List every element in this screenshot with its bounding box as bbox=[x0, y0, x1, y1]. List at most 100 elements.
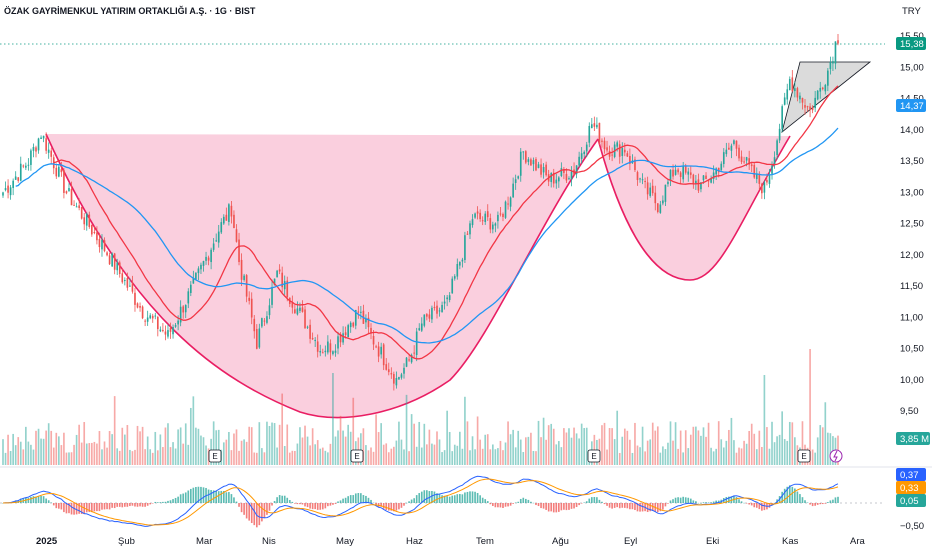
macd-histogram-bar bbox=[603, 503, 606, 505]
volume-bar bbox=[27, 441, 30, 465]
macd-histogram-bar bbox=[781, 491, 783, 503]
candle bbox=[443, 301, 446, 304]
volume-bar bbox=[722, 447, 725, 465]
volume-bar bbox=[30, 444, 32, 465]
time-tick: Ağu bbox=[552, 536, 569, 547]
macd-histogram-bar bbox=[796, 491, 799, 503]
volume-bar bbox=[144, 449, 146, 465]
candle bbox=[339, 333, 342, 343]
candle bbox=[217, 231, 220, 243]
volume-bar bbox=[299, 427, 301, 465]
macd-histogram-bar bbox=[557, 503, 560, 512]
candle bbox=[684, 165, 687, 173]
volume-bar bbox=[715, 448, 718, 465]
volume-bar bbox=[585, 427, 588, 465]
macd-histogram-bar bbox=[453, 495, 456, 503]
macd-histogram-bar bbox=[243, 503, 245, 515]
macd-histogram-bar bbox=[712, 501, 715, 503]
volume-bar bbox=[98, 431, 101, 465]
volume-bar bbox=[306, 436, 309, 465]
volume-bar bbox=[400, 439, 403, 465]
alert-icon[interactable] bbox=[829, 449, 843, 463]
macd-histogram-bar bbox=[626, 503, 629, 509]
macd-histogram-bar bbox=[365, 495, 367, 503]
earnings-marker-1[interactable]: E bbox=[208, 449, 222, 463]
volume-bar bbox=[634, 422, 636, 465]
candle bbox=[156, 316, 159, 330]
volume-bar bbox=[621, 436, 624, 465]
candle bbox=[215, 240, 218, 242]
candle bbox=[139, 305, 141, 308]
volume-bar bbox=[329, 443, 332, 465]
macd-histogram-bar bbox=[387, 503, 390, 511]
earnings-marker-3[interactable]: E bbox=[587, 449, 601, 463]
candle bbox=[570, 171, 573, 179]
volume-bar bbox=[474, 449, 476, 465]
volume-bar bbox=[238, 450, 240, 465]
candle bbox=[413, 352, 415, 354]
volume-bar bbox=[106, 447, 108, 465]
macd-histogram-bar bbox=[316, 503, 319, 510]
macd-histogram-bar bbox=[821, 503, 824, 505]
macd-histogram-bar bbox=[590, 497, 593, 503]
earnings-marker-2[interactable]: E bbox=[350, 449, 364, 463]
macd-histogram-bar bbox=[233, 497, 235, 503]
candle bbox=[598, 122, 601, 143]
candle bbox=[489, 218, 492, 230]
candle bbox=[126, 277, 129, 288]
macd-histogram-bar bbox=[248, 503, 251, 521]
macd-histogram-bar bbox=[235, 501, 238, 503]
macd-histogram-bar bbox=[47, 500, 50, 503]
macd-histogram-bar bbox=[228, 492, 230, 503]
volume-bar bbox=[304, 425, 306, 465]
macd-histogram-bar bbox=[195, 486, 197, 503]
volume-bar bbox=[55, 432, 58, 465]
macd-histogram-bar bbox=[134, 503, 136, 507]
candle bbox=[525, 151, 527, 163]
volume-bar bbox=[426, 444, 428, 465]
volume-bar bbox=[773, 442, 776, 465]
price-tick: 11,00 bbox=[900, 312, 923, 323]
volume-bar bbox=[103, 441, 106, 465]
macd-histogram-bar bbox=[461, 494, 464, 503]
time-axis[interactable]: 2025 Şub Mar Nis May Haz Tem Ağu Eyl Eki… bbox=[36, 536, 866, 547]
macd-histogram-bar bbox=[547, 503, 550, 512]
macd-histogram-bar bbox=[96, 503, 98, 512]
candle bbox=[474, 213, 476, 218]
candle bbox=[669, 169, 672, 181]
macd-histogram-bar bbox=[806, 502, 809, 504]
volume-bar bbox=[19, 441, 22, 465]
price-tick: 13,00 bbox=[900, 187, 924, 198]
volume-bar bbox=[212, 421, 215, 465]
macd-histogram-bar bbox=[816, 503, 819, 505]
volume-bar bbox=[228, 432, 230, 465]
volume-bar bbox=[811, 449, 814, 465]
candle bbox=[542, 166, 545, 173]
volume-bar bbox=[479, 439, 481, 465]
volume-bar bbox=[781, 411, 783, 465]
volume-bar bbox=[382, 444, 385, 465]
volume-bar bbox=[321, 447, 324, 465]
candle bbox=[702, 175, 705, 181]
macd-histogram-bar bbox=[768, 503, 771, 508]
candle bbox=[438, 310, 441, 312]
volume-bar bbox=[662, 446, 664, 465]
volume-bar bbox=[116, 448, 119, 465]
candle bbox=[172, 327, 174, 335]
macd-histogram-bar bbox=[283, 495, 286, 503]
volume-bar bbox=[410, 414, 413, 465]
macd-histogram-bar bbox=[824, 503, 827, 504]
macd-histogram-bar bbox=[35, 496, 37, 503]
candle bbox=[788, 79, 791, 91]
earnings-marker-4[interactable]: E bbox=[797, 449, 811, 463]
volume-bar bbox=[131, 451, 134, 465]
volume-bar bbox=[755, 449, 758, 465]
macd-histogram-bar bbox=[113, 503, 116, 509]
macd-histogram-bar bbox=[42, 496, 45, 503]
volume-bar bbox=[367, 450, 370, 465]
macd-histogram-bar bbox=[63, 503, 65, 513]
macd-histogram-bar bbox=[692, 500, 695, 503]
macd-histogram-bar bbox=[606, 503, 608, 506]
candle bbox=[608, 151, 611, 157]
